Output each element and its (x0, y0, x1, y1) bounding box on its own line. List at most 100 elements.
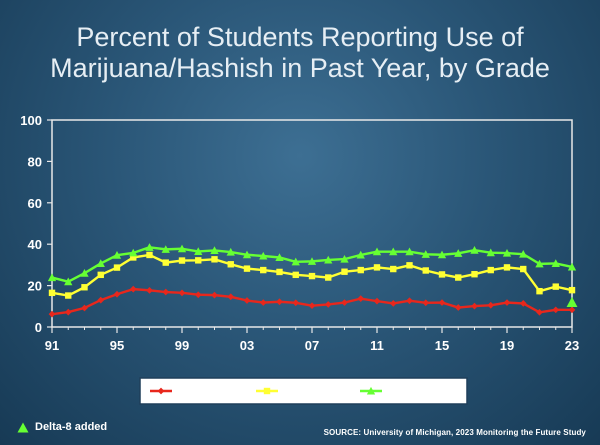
plot-frame (51, 119, 573, 328)
series-8th-grade (48, 285, 576, 318)
data-point-12th-grade (421, 250, 430, 258)
data-point-8th-grade (308, 302, 316, 310)
data-point-10th-grade (292, 271, 299, 279)
data-point-12th-grade (470, 246, 479, 254)
data-point-10th-grade (162, 259, 169, 266)
data-point-8th-grade (64, 308, 72, 316)
legend-label-12th-grade: 12th Grade (387, 384, 455, 399)
x-tick-label: 99 (175, 338, 189, 353)
data-point-12th-grade (551, 259, 560, 267)
data-point-12th-grade (47, 273, 57, 282)
x-tick-label: 03 (240, 338, 254, 353)
data-point-8th-grade (146, 287, 153, 294)
x-tick-label: 15 (435, 338, 449, 353)
data-point-10th-grade (455, 274, 462, 281)
data-point-12th-grade (454, 249, 463, 257)
data-point-12th-grade (161, 245, 170, 253)
data-point-8th-grade (97, 296, 105, 304)
chart-title: Percent of Students Reporting Use of Mar… (0, 22, 600, 84)
data-point-8th-grade (292, 299, 300, 307)
data-point-8th-grade (373, 297, 381, 305)
data-point-12th-grade (324, 255, 333, 264)
data-point-12th-grade (502, 248, 512, 257)
data-point-8th-grade (389, 300, 397, 307)
data-point-8th-grade (568, 306, 576, 314)
data-point-12th-grade (340, 254, 349, 263)
data-point-8th-grade (503, 299, 511, 306)
data-point-12th-grade (226, 247, 235, 256)
x-tick-label: 95 (110, 338, 124, 353)
data-point-12th-grade (535, 259, 544, 268)
data-point-8th-grade (519, 300, 527, 307)
data-point-8th-grade (162, 288, 170, 296)
data-point-12th-grade (259, 251, 268, 260)
legend-swatch-marker-8th-grade (157, 387, 165, 395)
y-tick-label: 60 (28, 196, 42, 211)
data-point-12th-grade (64, 277, 73, 286)
series-12th-grade (47, 243, 577, 286)
data-point-12th-grade (194, 247, 203, 255)
data-point-10th-grade (48, 289, 56, 297)
data-point-10th-grade (227, 261, 234, 268)
data-point-10th-grade (552, 283, 559, 290)
data-point-10th-grade (536, 287, 543, 295)
data-point-8th-grade (406, 297, 413, 305)
data-point-10th-grade (308, 272, 316, 280)
data-point-8th-grade (552, 306, 560, 314)
chart-title-line-1: Percent of Students Reporting Use of (76, 22, 524, 52)
data-point-8th-grade (454, 304, 462, 311)
data-point-8th-grade (259, 299, 267, 306)
data-point-12th-grade (80, 269, 89, 277)
y-tick-label: 80 (28, 154, 42, 169)
data-point-8th-grade (438, 299, 446, 306)
x-tick-label: 19 (500, 338, 514, 353)
data-point-8th-grade (324, 301, 332, 308)
data-point-10th-grade (373, 264, 381, 271)
legend-swatch-marker-12th-grade (366, 386, 376, 395)
data-point-10th-grade (325, 274, 332, 281)
data-point-10th-grade (390, 265, 397, 273)
data-point-8th-grade (81, 304, 88, 312)
data-point-10th-grade (178, 257, 186, 264)
data-point-12th-grade (112, 251, 122, 259)
data-point-10th-grade (97, 271, 104, 279)
delta-8-data-point (566, 296, 578, 308)
x-axis: 91 95 99 03 07 11 15 19 23 (45, 327, 579, 353)
data-point-12th-grade (519, 249, 528, 258)
data-point-8th-grade (227, 293, 235, 301)
data-point-10th-grade (406, 262, 413, 269)
data-point-12th-grade (486, 248, 495, 257)
data-point-10th-grade (243, 265, 251, 272)
data-point-8th-grade (341, 299, 348, 306)
y-tick-label: 0 (35, 320, 42, 335)
x-tick-label: 07 (305, 338, 319, 353)
data-point-12th-grade (567, 262, 577, 271)
data-point-12th-grade (129, 248, 138, 257)
legend-box (139, 377, 468, 405)
data-point-10th-grade (195, 257, 202, 264)
data-point-10th-grade (487, 266, 494, 274)
data-point-10th-grade (520, 265, 527, 273)
data-point-8th-grade (178, 289, 186, 297)
data-point-10th-grade (438, 271, 446, 278)
data-point-8th-grade (276, 298, 283, 306)
data-point-8th-grade (422, 299, 430, 307)
data-point-10th-grade (81, 284, 88, 291)
delta-8-label: Delta-8 added (35, 421, 108, 433)
x-tick-label: 11 (370, 338, 384, 353)
data-point-8th-grade (487, 301, 495, 309)
y-tick-label: 100 (20, 113, 42, 128)
data-point-8th-grade (357, 295, 365, 303)
x-tick-label: 23 (565, 338, 579, 353)
data-point-8th-grade (536, 308, 543, 316)
legend-swatch-marker-10th-grade (263, 387, 271, 395)
x-tick-label: 91 (45, 338, 59, 353)
data-point-12th-grade (372, 247, 382, 256)
data-point-12th-grade (177, 244, 187, 253)
series-10th-grade (48, 251, 576, 299)
data-point-10th-grade (260, 266, 267, 274)
data-point-8th-grade (129, 285, 137, 293)
data-point-10th-grade (422, 267, 429, 274)
data-point-12th-grade (405, 247, 414, 256)
